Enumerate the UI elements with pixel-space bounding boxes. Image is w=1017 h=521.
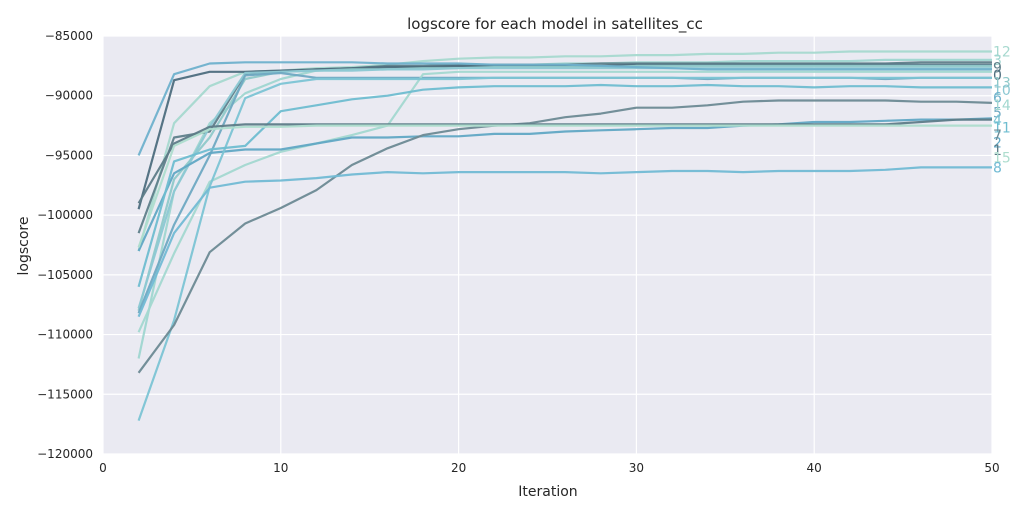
series-label-1: 1: [993, 143, 1002, 159]
y-tick-label: −120000: [37, 447, 93, 461]
series-line-8: [137, 166, 992, 318]
series-label-15: 15: [993, 150, 1011, 166]
plot-area: [103, 36, 992, 454]
series-label-0: 0: [993, 68, 1002, 84]
series-line-11: [137, 83, 992, 288]
series-label-8: 8: [993, 160, 1002, 176]
y-tick-label: −90000: [45, 89, 93, 103]
chart-title: logscore for each model in satellites_cc: [407, 15, 703, 34]
y-tick-label: −110000: [37, 328, 93, 342]
y-tick-label: −100000: [37, 208, 93, 222]
series-label-9: 9: [993, 60, 1002, 76]
y-tick-label: −85000: [45, 29, 93, 43]
gridlines: [102, 35, 993, 455]
series-label-6: 6: [993, 90, 1002, 106]
x-tick-label: 0: [99, 461, 107, 475]
x-tick-label: 10: [273, 461, 288, 475]
y-tick-label: −115000: [37, 387, 93, 401]
series-label-7: 7: [993, 128, 1002, 144]
x-axis-label: Iteration: [518, 484, 577, 500]
series-label-11: 11: [993, 120, 1011, 136]
series-line-7: [137, 99, 993, 374]
tick-labels: 0 10 20 30 40 50−85000−90000−95000−100000−105…: [37, 29, 1000, 475]
series-line-2: [137, 117, 993, 252]
series-line-15: [137, 124, 992, 248]
series-line-6: [137, 61, 992, 156]
series-line-1: [137, 118, 992, 204]
x-tick-label: 50: [984, 461, 999, 475]
series-line-14: [137, 70, 992, 333]
series-label-5: 5: [993, 105, 1002, 121]
series-label-2: 2: [993, 135, 1002, 151]
series-label-4: 4: [993, 113, 1002, 129]
x-tick-label: 20: [451, 461, 466, 475]
series-label-13: 13: [993, 75, 1011, 91]
series-label-10: 10: [993, 83, 1011, 99]
series-label-3: 3: [993, 53, 1002, 69]
y-axis-label: logscore: [16, 217, 32, 276]
series-line-4: [137, 76, 992, 421]
x-tick-label: 40: [807, 461, 822, 475]
series-label-12: 12: [993, 45, 1011, 61]
y-tick-label: −95000: [45, 148, 93, 162]
series-lines: [137, 50, 993, 421]
x-tick-label: 30: [629, 461, 644, 475]
series-line-0: [137, 63, 992, 210]
series-label-14: 14: [993, 98, 1011, 114]
series-line-3: [137, 58, 992, 359]
series-line-10: [137, 67, 992, 309]
y-tick-label: −105000: [37, 268, 93, 282]
